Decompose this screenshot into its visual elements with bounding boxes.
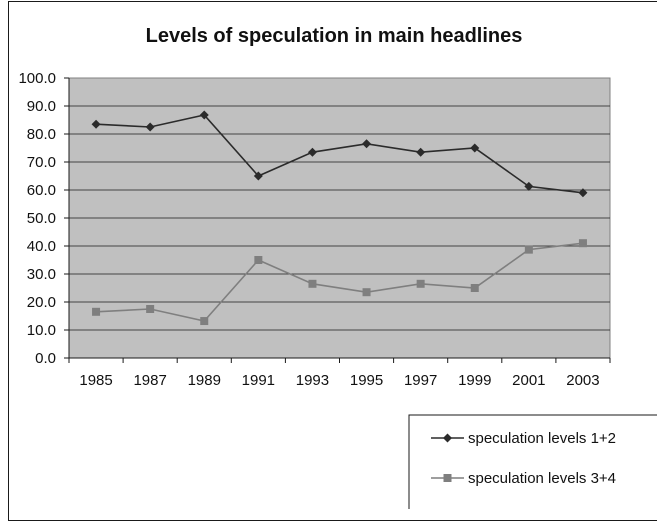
data-point-square (524, 245, 533, 254)
data-point-square (416, 279, 425, 288)
gridlines (69, 105, 610, 331)
line-chart: Levels of speculation in main headlines … (18, 25, 657, 509)
y-tick-label: 100.0 (18, 70, 56, 87)
y-tick-label: 10.0 (27, 322, 56, 339)
y-axis: 0.0 10.0 20.0 30.0 40.0 50.0 60.0 70.0 80.0 90.0 1… (18, 70, 70, 367)
y-tick-label: 0.0 (35, 350, 56, 367)
data-point-square (443, 474, 452, 482)
y-tick-label: 50.0 (27, 210, 56, 227)
x-tick-label: 1995 (350, 372, 383, 389)
data-point-square (470, 284, 479, 292)
data-point-square (308, 279, 317, 288)
x-tick-label: 2001 (512, 372, 545, 389)
legend: speculation levels 1+2 speculation levels… (408, 414, 657, 509)
series-layer (91, 110, 588, 326)
x-tick-label: 2003 (566, 372, 599, 389)
y-tick-label: 30.0 (27, 266, 56, 283)
data-point-diamond (307, 147, 317, 157)
x-tick-label: 1987 (133, 372, 166, 389)
legend-box (408, 414, 657, 509)
series-line (96, 114, 584, 194)
x-tick-label: 1985 (79, 372, 112, 389)
x-tick-label: 1993 (296, 372, 329, 389)
data-point-diamond (362, 139, 372, 149)
data-point-diamond (91, 119, 101, 129)
data-point-square (254, 256, 263, 264)
y-tick-label: 90.0 (27, 98, 56, 115)
series-line (96, 242, 584, 322)
x-tick-label: 1989 (188, 372, 221, 389)
data-point-diamond (416, 147, 426, 157)
x-tick-label: 1999 (458, 372, 491, 389)
x-axis: 1985 1987 1989 1991 1993 1995 1997 1999 2001 2003 (68, 357, 611, 389)
series-1 (91, 110, 588, 198)
data-point-diamond (524, 181, 534, 191)
legend-item: speculation levels 1+2 (431, 430, 616, 447)
legend-item: speculation levels 3+4 (431, 470, 616, 487)
y-tick-label: 70.0 (27, 154, 56, 171)
chart-title: Levels of speculation in main headlines (146, 25, 523, 47)
x-tick-label: 1991 (242, 372, 275, 389)
data-point-square (200, 317, 209, 326)
data-point-diamond (470, 143, 480, 153)
series-2 (92, 239, 587, 326)
data-point-diamond (145, 122, 155, 132)
y-tick-label: 20.0 (27, 294, 56, 311)
y-tick-label: 80.0 (27, 126, 56, 143)
y-tick-label: 40.0 (27, 238, 56, 255)
legend-label: speculation levels 1+2 (468, 430, 616, 447)
data-point-square (578, 239, 587, 248)
data-point-square (92, 307, 101, 316)
legend-label: speculation levels 3+4 (468, 470, 616, 487)
data-point-diamond (253, 171, 263, 181)
data-point-square (362, 288, 371, 297)
data-point-diamond (578, 188, 588, 198)
data-point-diamond (443, 433, 452, 443)
y-tick-label: 60.0 (27, 182, 56, 199)
data-point-diamond (199, 110, 209, 120)
data-point-square (146, 305, 155, 313)
x-tick-label: 1997 (404, 372, 437, 389)
